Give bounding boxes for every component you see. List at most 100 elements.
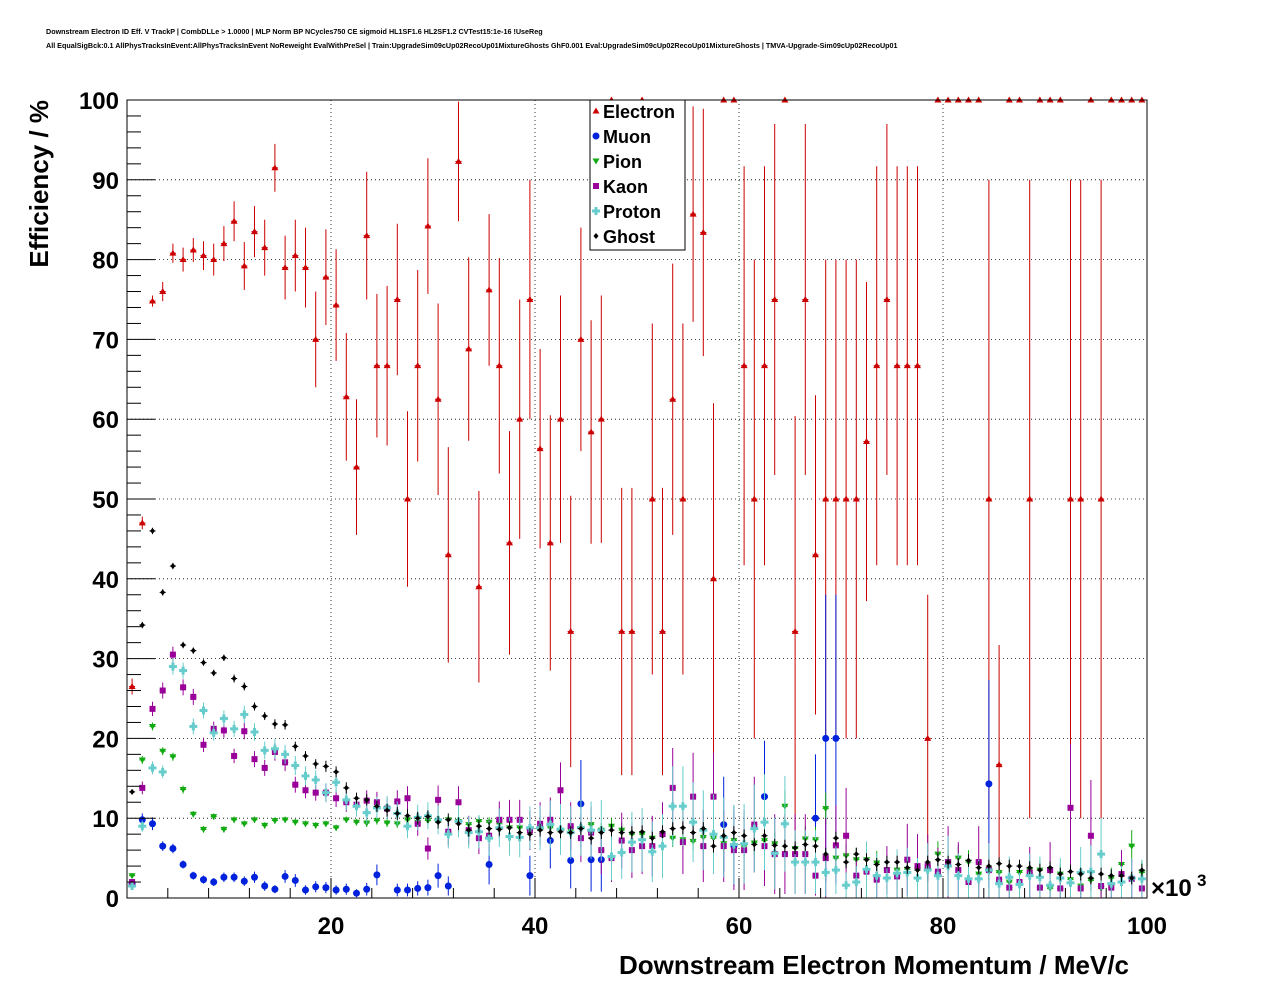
- marker: [261, 822, 269, 829]
- marker: [332, 886, 340, 894]
- data-point-electron: [740, 166, 748, 566]
- data-point-electron: [475, 491, 483, 683]
- marker: [159, 842, 167, 850]
- legend-marker: [592, 207, 600, 215]
- marker: [740, 362, 748, 369]
- marker: [312, 789, 319, 796]
- data-point-ghost: [169, 562, 176, 570]
- data-point-ghost: [1006, 859, 1013, 873]
- marker: [169, 651, 176, 658]
- data-point-ghost: [567, 826, 574, 839]
- marker: [211, 669, 217, 676]
- data-point-electron: [1067, 179, 1074, 819]
- marker: [985, 495, 993, 502]
- legend-entry-electron: Electron: [592, 102, 675, 122]
- data-point-ghost: [231, 674, 238, 683]
- marker: [832, 495, 840, 502]
- marker: [251, 756, 258, 763]
- marker: [1067, 495, 1074, 502]
- marker: [210, 878, 218, 886]
- marker: [1027, 864, 1033, 871]
- marker: [220, 240, 228, 247]
- data-point-proton: [740, 803, 749, 884]
- marker: [822, 734, 830, 742]
- data-point-proton: [995, 869, 1004, 898]
- marker: [485, 286, 493, 293]
- marker: [1047, 864, 1053, 871]
- marker: [730, 96, 738, 103]
- marker: [537, 827, 543, 834]
- data-point-muon: [332, 885, 340, 895]
- data-point-ghost: [292, 741, 299, 752]
- legend-label: Kaon: [603, 177, 648, 197]
- marker: [771, 296, 779, 302]
- legend-label: Ghost: [603, 227, 655, 247]
- data-point-ghost: [945, 855, 952, 869]
- data-point-ghost: [322, 760, 329, 772]
- marker: [577, 335, 585, 342]
- marker: [1119, 872, 1124, 879]
- marker: [1056, 96, 1064, 103]
- marker: [710, 575, 717, 582]
- marker: [915, 867, 920, 874]
- marker: [149, 723, 156, 730]
- data-point-ghost: [506, 821, 513, 835]
- data-point-pion: [1128, 830, 1136, 863]
- marker: [658, 842, 667, 851]
- data-point-electron: [720, 96, 728, 103]
- marker: [505, 832, 514, 841]
- marker: [159, 288, 167, 294]
- data-point-ghost: [975, 861, 982, 875]
- data-point-electron: [1056, 96, 1064, 103]
- marker: [435, 796, 442, 803]
- legend-box: [589, 99, 686, 251]
- marker: [740, 839, 749, 848]
- marker: [363, 232, 371, 239]
- marker: [976, 864, 982, 871]
- marker: [169, 249, 177, 256]
- data-point-electron: [322, 229, 330, 326]
- data-point-pion: [230, 816, 238, 824]
- data-point-ghost: [639, 825, 646, 839]
- data-point-proton: [831, 846, 840, 895]
- data-point-electron: [659, 487, 666, 776]
- marker: [678, 802, 687, 811]
- data-point-ghost: [414, 811, 421, 825]
- data-point-ghost: [761, 829, 768, 843]
- marker: [934, 96, 942, 103]
- marker: [648, 495, 656, 502]
- data-point-electron: [373, 293, 381, 438]
- marker: [1036, 96, 1044, 103]
- data-point-proton: [842, 872, 851, 898]
- data-point-muon: [424, 879, 432, 896]
- marker: [617, 848, 626, 857]
- data-point-muon: [220, 872, 228, 883]
- data-point-kaon: [190, 688, 197, 705]
- data-point-ghost: [251, 702, 258, 711]
- marker: [311, 775, 320, 784]
- data-point-ghost: [608, 823, 615, 837]
- marker: [669, 395, 677, 402]
- marker: [270, 744, 279, 753]
- marker: [393, 886, 401, 894]
- marker: [281, 750, 290, 759]
- marker: [271, 885, 279, 893]
- legend-entry-ghost: Ghost: [593, 227, 655, 247]
- data-point-proton: [1015, 870, 1024, 898]
- marker: [251, 817, 258, 824]
- marker: [679, 495, 687, 502]
- data-point-pion: [128, 873, 136, 880]
- data-point-electron: [1016, 96, 1023, 103]
- data-point-ghost: [486, 822, 493, 835]
- data-point-kaon: [843, 787, 850, 884]
- data-point-ghost: [965, 854, 972, 867]
- marker: [1015, 880, 1024, 889]
- data-point-muon: [261, 881, 269, 891]
- marker: [883, 296, 891, 302]
- marker: [597, 415, 605, 422]
- marker: [302, 886, 309, 894]
- data-point-muon: [189, 871, 197, 880]
- marker: [159, 748, 167, 755]
- data-point-muon: [302, 885, 309, 895]
- marker: [281, 817, 289, 824]
